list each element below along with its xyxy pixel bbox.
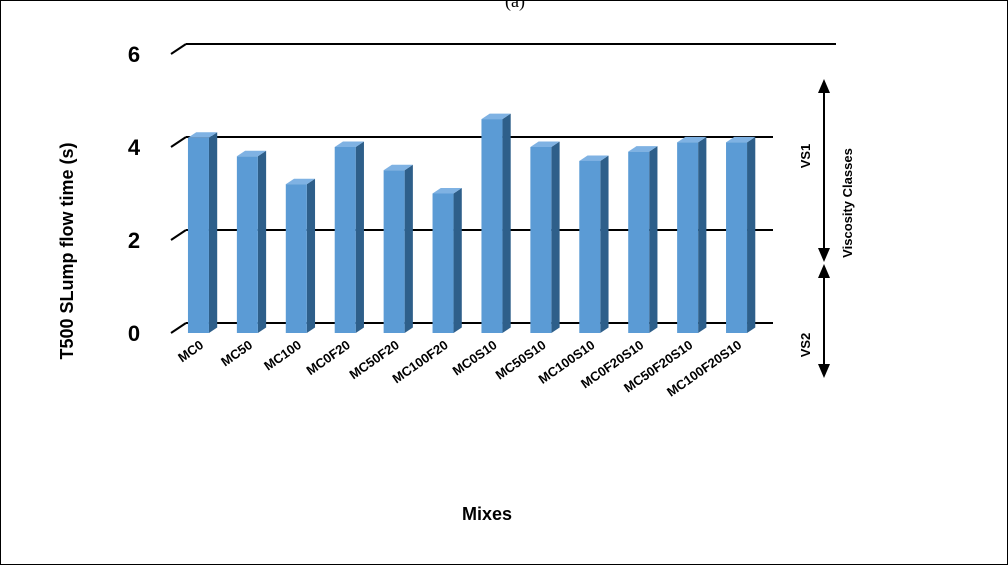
bar <box>236 156 258 333</box>
bar-side <box>502 113 511 333</box>
bar-side <box>404 164 413 333</box>
bar <box>579 160 601 333</box>
viscosity-class-annotation: VS1 VS2 Viscosity Classes <box>798 79 855 378</box>
bar-side <box>306 178 316 333</box>
vs2-label: VS2 <box>798 333 813 358</box>
vs1-arrow-down <box>818 248 830 262</box>
vs1-label: VS1 <box>798 144 813 169</box>
bar <box>334 147 356 333</box>
x-tick-label: MC0 <box>175 337 206 365</box>
vs1-arrow-up <box>818 79 830 93</box>
y-tick-label: 2 <box>128 228 140 253</box>
bar-side <box>257 150 267 333</box>
viscosity-classes-label: Viscosity Classes <box>840 148 855 258</box>
x-tick-label: MC50 <box>218 337 255 369</box>
bar-side <box>453 188 462 333</box>
y-axis-ticks: 0 2 4 6 <box>128 42 141 346</box>
bar-top <box>726 136 756 143</box>
gridline-depth <box>170 322 187 334</box>
x-tick-label: MC100 <box>261 337 304 373</box>
bar <box>432 193 454 333</box>
x-axis-categories: MC0 MC50 MC100 MC0F20MC50F20MC100F20MC0S10M… <box>175 337 744 399</box>
bar-top <box>530 141 560 147</box>
bar-top <box>334 141 364 147</box>
y-axis-title: T500 SLump flow time (s) <box>57 142 77 359</box>
gridline-depth <box>170 136 187 148</box>
x-axis-title: Mixes <box>462 504 512 524</box>
gridline-depth <box>170 43 187 55</box>
bars <box>187 113 756 333</box>
bar-side <box>355 141 364 333</box>
bar-side <box>747 136 756 333</box>
bar-top <box>236 150 267 157</box>
bar <box>530 147 552 333</box>
x-tick-label: MC100F20 <box>389 337 450 386</box>
bar-top <box>677 136 707 143</box>
bar <box>187 137 209 333</box>
gridlines <box>170 43 836 334</box>
x-tick-label: MC0S10 <box>450 337 500 378</box>
x-tick-label: MC0F20 <box>303 337 352 378</box>
gridline-depth <box>170 229 187 241</box>
bar-side <box>551 141 560 333</box>
y-tick-label: 0 <box>128 321 140 346</box>
vs2-arrow-up <box>818 264 830 278</box>
bar <box>726 142 748 333</box>
bar-side <box>600 155 609 333</box>
bar <box>628 151 650 333</box>
y-tick-label: 6 <box>128 42 140 67</box>
bar-top <box>383 164 413 171</box>
bar-top <box>579 155 609 161</box>
bar <box>285 184 307 333</box>
bar-top <box>187 132 218 138</box>
bar <box>677 142 699 333</box>
y-tick-label: 4 <box>128 135 141 160</box>
bar-top <box>481 113 511 120</box>
vs2-arrow-down <box>818 364 830 378</box>
bar-top <box>628 146 658 152</box>
caption-fragment: (a) <box>505 1 525 12</box>
bar-side <box>649 146 658 333</box>
bar-side <box>208 132 218 333</box>
bar <box>383 170 405 333</box>
bar-side <box>698 136 707 333</box>
bar-top <box>285 178 316 185</box>
bar <box>481 119 503 333</box>
bar-top <box>432 188 462 194</box>
